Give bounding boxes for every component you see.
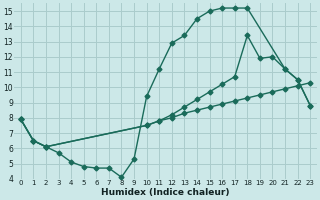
X-axis label: Humidex (Indice chaleur): Humidex (Indice chaleur): [101, 188, 230, 197]
